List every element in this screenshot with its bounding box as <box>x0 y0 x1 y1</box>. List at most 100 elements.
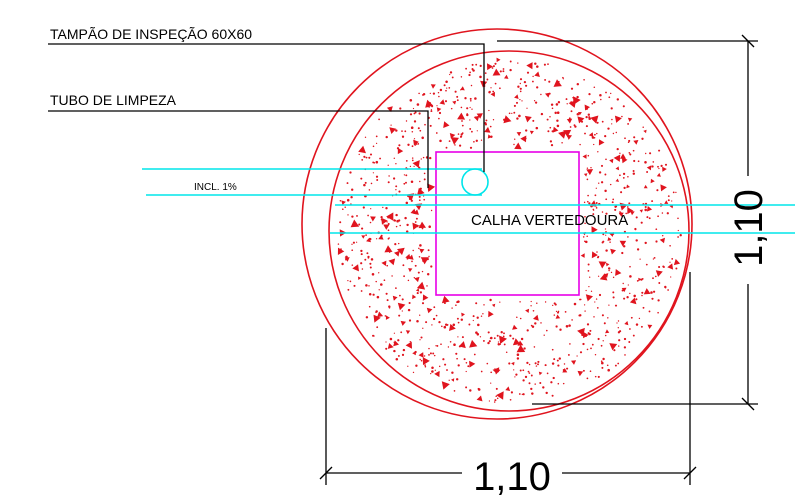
stipple-dot <box>395 225 398 228</box>
stipple-dot <box>629 265 631 268</box>
stipple-dot <box>566 103 568 105</box>
horizontal-dimension <box>319 272 697 485</box>
stipple-dot <box>554 111 557 115</box>
stipple-dot <box>652 290 656 293</box>
stipple-dot <box>586 323 590 326</box>
stipple-dot <box>475 302 478 305</box>
stipple-dot <box>475 139 478 142</box>
stipple-dot <box>416 292 419 295</box>
stipple-dot <box>451 371 454 374</box>
stipple-dot <box>584 132 586 135</box>
stipple-dot <box>415 364 418 367</box>
stipple-dot <box>621 287 627 293</box>
stipple-dot <box>642 126 644 128</box>
stipple-dot <box>633 136 636 139</box>
stipple-dot <box>451 307 453 309</box>
stipple-dot <box>443 325 447 329</box>
stipple-dot <box>585 240 588 244</box>
stipple-dot <box>482 339 485 342</box>
stipple-dot <box>435 132 438 134</box>
stipple-dot <box>431 324 433 326</box>
stipple-dot <box>595 202 598 204</box>
stipple-dot <box>515 101 519 104</box>
stipple-dot <box>376 295 380 299</box>
stipple-dot <box>586 297 589 299</box>
pipes <box>142 168 795 234</box>
stipple-dot <box>418 256 421 258</box>
stipple-dot <box>597 375 600 378</box>
stipple-dot <box>413 209 419 215</box>
stipple-dot <box>659 237 665 244</box>
stipple-dot <box>424 364 426 366</box>
stipple-dot <box>385 135 388 139</box>
stipple-dot <box>577 370 584 377</box>
stipple-dot <box>593 86 596 89</box>
stipple-dot <box>615 166 620 171</box>
stipple-dot <box>519 82 521 85</box>
stipple-dot <box>650 291 653 294</box>
stipple-dot <box>626 296 629 299</box>
stipple-dot <box>409 113 413 116</box>
stipple-dot <box>562 382 565 385</box>
stipple-dot <box>351 264 354 266</box>
stipple-dot <box>479 75 482 79</box>
stipple-dot <box>658 282 661 284</box>
stipple-dot <box>408 197 412 201</box>
stipple-dot <box>490 87 492 89</box>
stipple-dot <box>444 363 447 366</box>
stipple-dot <box>351 188 354 191</box>
stipple-dot <box>582 236 585 238</box>
stipple-dot <box>435 314 438 317</box>
stipple-dot <box>350 196 353 199</box>
stipple-dot <box>380 216 383 219</box>
stipple-dot <box>457 321 460 324</box>
stipple-dot <box>517 85 520 88</box>
inspection-cover-square <box>435 151 580 296</box>
stipple-dot <box>520 337 524 341</box>
stipple-dot <box>466 107 469 110</box>
stipple-dot <box>534 62 537 65</box>
stipple-dot <box>474 97 477 100</box>
stipple-dot <box>487 331 490 334</box>
stipple-dot <box>605 234 607 236</box>
stipple-dot <box>517 62 519 64</box>
stipple-dot <box>419 244 422 247</box>
stipple-dot <box>619 211 621 213</box>
stipple-dot <box>472 315 475 318</box>
stipple-dot <box>430 84 436 89</box>
stipple-dot <box>412 249 414 252</box>
stipple-dot <box>549 116 551 118</box>
stipple-dot <box>605 198 608 201</box>
stipple-dot <box>576 82 580 86</box>
stipple-dot <box>556 111 560 114</box>
stipple-dot <box>399 107 402 110</box>
stipple-dot <box>419 129 422 132</box>
stipple-dot <box>509 398 512 401</box>
stipple-dot <box>461 120 463 122</box>
stipple-dot <box>418 112 421 115</box>
stipple-dot <box>509 334 512 337</box>
stipple-dot <box>594 353 597 356</box>
stipple-dot <box>410 126 414 129</box>
stipple-dot <box>526 107 528 109</box>
stipple-dot <box>582 154 587 159</box>
stipple-dot <box>651 200 654 203</box>
stipple-dot <box>598 261 607 269</box>
stipple-dot <box>629 328 631 330</box>
stipple-dot <box>623 346 627 349</box>
stipple-dot <box>523 347 526 350</box>
stipple-dot <box>423 178 426 181</box>
stipple-dot <box>489 337 492 339</box>
stipple-dot <box>610 92 612 95</box>
stipple-dot <box>444 323 448 326</box>
stipple-dot <box>384 315 387 317</box>
stipple-dot <box>471 67 474 71</box>
stipple-dot <box>658 265 661 269</box>
stipple-dot <box>496 57 501 63</box>
stipple-dot <box>585 115 588 119</box>
stipple-dot <box>586 377 589 380</box>
stipple-dot <box>412 211 415 214</box>
stipple-dot <box>423 355 426 357</box>
weir-channel-label: CALHA VERTEDOURA <box>471 212 628 229</box>
stipple-dot <box>438 365 441 368</box>
